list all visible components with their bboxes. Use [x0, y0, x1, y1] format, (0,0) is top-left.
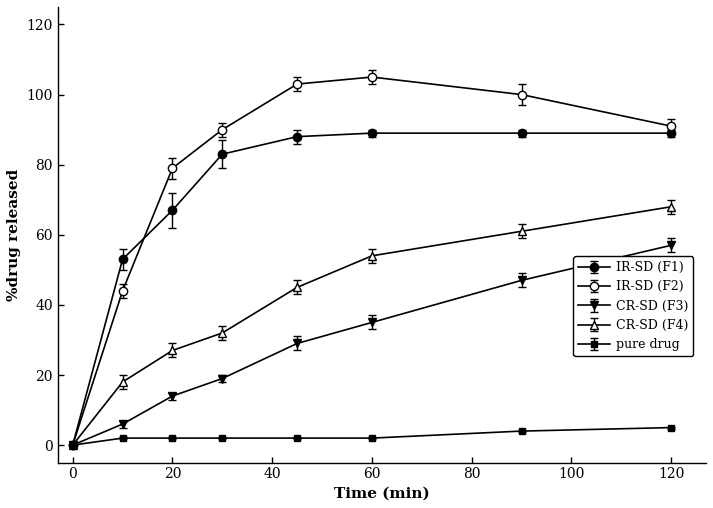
X-axis label: Time (min): Time (min)	[334, 487, 430, 501]
Legend: IR-SD (F1), IR-SD (F2), CR-SD (F3), CR-SD (F4), pure drug: IR-SD (F1), IR-SD (F2), CR-SD (F3), CR-S…	[573, 256, 693, 356]
Y-axis label: %drug released: %drug released	[7, 169, 21, 301]
